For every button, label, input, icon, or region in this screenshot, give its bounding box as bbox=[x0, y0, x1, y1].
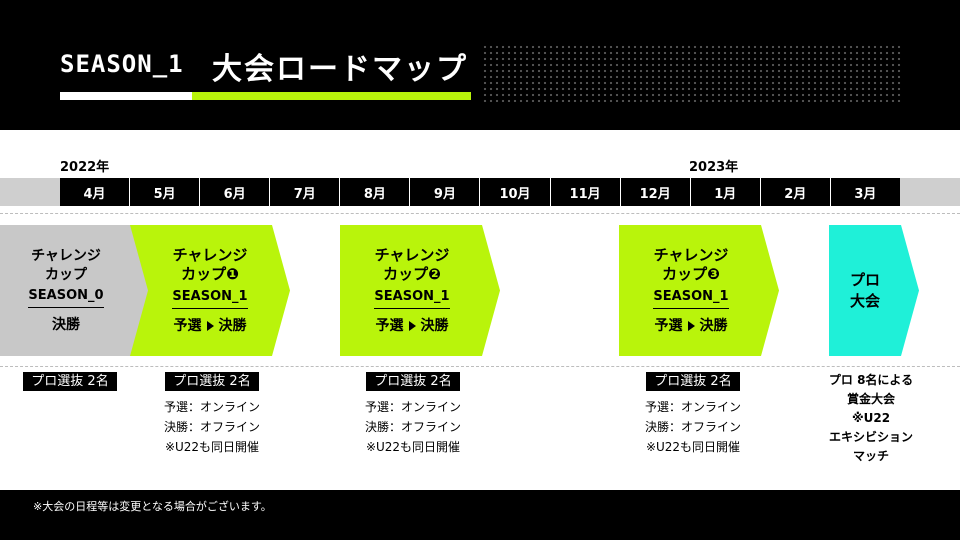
month-cell: 4月 bbox=[60, 178, 131, 206]
event-name: カップ❶ bbox=[181, 265, 239, 283]
detail-line: 予選：オンライン bbox=[163, 400, 260, 414]
event-details-2: プロ選抜 2名 予選：オンライン 決勝：オフライン ※U22も同日開催 bbox=[351, 371, 475, 457]
disclaimer-note: ※大会の日程等は変更となる場合がございます。 bbox=[33, 500, 272, 513]
detail-line: ※U22 bbox=[851, 411, 891, 425]
event-challenge-cup-2: チャレンジ カップ❷ SEASON_1 予選 決勝 bbox=[340, 225, 500, 356]
detail-line: マッチ bbox=[852, 449, 889, 463]
event-name: チャレンジ bbox=[172, 246, 248, 264]
event-season: SEASON_1 bbox=[172, 288, 248, 309]
event-stage: 予選 決勝 bbox=[655, 315, 728, 335]
year-end-label: 2023年 bbox=[689, 160, 739, 175]
month-cell: 1月 bbox=[691, 178, 761, 206]
detail-line: プロ 8名による bbox=[828, 373, 914, 387]
month-cell: 7月 bbox=[270, 178, 341, 206]
dot-pattern bbox=[482, 44, 902, 102]
event-details-4: プロ 8名による 賞金大会 ※U22 エキシビション マッチ bbox=[810, 371, 932, 466]
event-season: SEASON_1 bbox=[374, 288, 450, 309]
pro-selection-badge: プロ選抜 2名 bbox=[23, 372, 117, 391]
event-challenge-cup-season0: チャレンジ カップ SEASON_0 決勝 bbox=[0, 225, 150, 356]
title-underline-white bbox=[60, 92, 192, 100]
play-arrow-icon bbox=[687, 321, 695, 331]
event-name: チャレンジ bbox=[374, 246, 450, 264]
pro-selection-badge: プロ選抜 2名 bbox=[366, 372, 460, 391]
play-arrow-icon bbox=[206, 321, 214, 331]
page-title: 大会ロードマップ bbox=[212, 52, 468, 87]
stage-final: 決勝 bbox=[699, 318, 728, 334]
event-stage: 予選 決勝 bbox=[174, 315, 247, 335]
stage-qualifier: 予選 bbox=[173, 318, 202, 334]
event-details-3: プロ選抜 2名 予選：オンライン 決勝：オフライン ※U22も同日開催 bbox=[631, 371, 755, 457]
detail-line: 決勝：オフライン bbox=[364, 420, 461, 434]
event-season: SEASON_1 bbox=[653, 288, 729, 309]
detail-line: ※U22も同日開催 bbox=[365, 440, 461, 454]
event-name: 大会 bbox=[849, 291, 880, 310]
event-name: チャレンジ bbox=[653, 246, 729, 264]
month-cell: 11月 bbox=[551, 178, 621, 206]
detail-line: 決勝：オフライン bbox=[163, 420, 260, 434]
month-cell: 10月 bbox=[480, 178, 551, 206]
detail-line: 賞金大会 bbox=[846, 392, 895, 406]
play-arrow-icon bbox=[408, 321, 416, 331]
event-details-1: プロ選抜 2名 予選：オンライン 決勝：オフライン ※U22も同日開催 bbox=[150, 371, 274, 457]
month-cell: 6月 bbox=[200, 178, 271, 206]
detail-line: ※U22も同日開催 bbox=[164, 440, 260, 454]
stage-final: 決勝 bbox=[420, 318, 449, 334]
month-cell: 3月 bbox=[854, 186, 877, 202]
header-banner: SEASON_1 大会ロードマップ bbox=[0, 0, 960, 130]
season-label: SEASON_1 bbox=[60, 50, 184, 78]
stage-final: 決勝 bbox=[218, 318, 247, 334]
month-cell: 2月 bbox=[761, 178, 831, 206]
divider-bottom bbox=[0, 366, 960, 367]
event-name: プロ bbox=[849, 270, 880, 289]
event-name: カップ❷ bbox=[383, 265, 441, 283]
event-details-0: プロ選抜 2名 bbox=[20, 371, 120, 397]
event-challenge-cup-1: チャレンジ カップ❶ SEASON_1 予選 決勝 bbox=[130, 225, 290, 356]
event-pro-tournament: プロ 大会 bbox=[829, 225, 919, 356]
event-name: カップ bbox=[45, 267, 87, 283]
event-stage: 予選 決勝 bbox=[376, 315, 449, 335]
event-challenge-cup-3: チャレンジ カップ❸ SEASON_1 予選 決勝 bbox=[619, 225, 779, 356]
month-bar: 4月 5月 6月 7月 8月 9月 10月 11月 12月 1月 2月 3月 bbox=[60, 178, 900, 206]
divider-top bbox=[0, 213, 960, 214]
year-start-label: 2022年 bbox=[60, 160, 110, 175]
event-stage: 決勝 bbox=[52, 317, 80, 333]
stage-qualifier: 予選 bbox=[375, 318, 404, 334]
detail-line: 予選：オンライン bbox=[364, 400, 461, 414]
detail-line: 予選：オンライン bbox=[644, 400, 741, 414]
detail-line: ※U22も同日開催 bbox=[645, 440, 741, 454]
detail-line: 決勝：オフライン bbox=[644, 420, 741, 434]
pro-selection-badge: プロ選抜 2名 bbox=[646, 372, 740, 391]
month-cell: 12月 bbox=[621, 178, 691, 206]
month-cell: 5月 bbox=[130, 178, 201, 206]
event-name: カップ❸ bbox=[662, 265, 720, 283]
stage-qualifier: 予選 bbox=[654, 318, 683, 334]
event-name: チャレンジ bbox=[31, 248, 101, 264]
title-underline-green bbox=[192, 92, 471, 100]
detail-line: エキシビション bbox=[828, 430, 913, 444]
month-cell: 9月 bbox=[410, 178, 481, 206]
footer-bar: ※大会の日程等は変更となる場合がございます。 bbox=[0, 490, 960, 540]
month-cell: 8月 bbox=[340, 178, 411, 206]
event-season: SEASON_0 bbox=[28, 287, 104, 308]
pro-selection-badge: プロ選抜 2名 bbox=[165, 372, 259, 391]
